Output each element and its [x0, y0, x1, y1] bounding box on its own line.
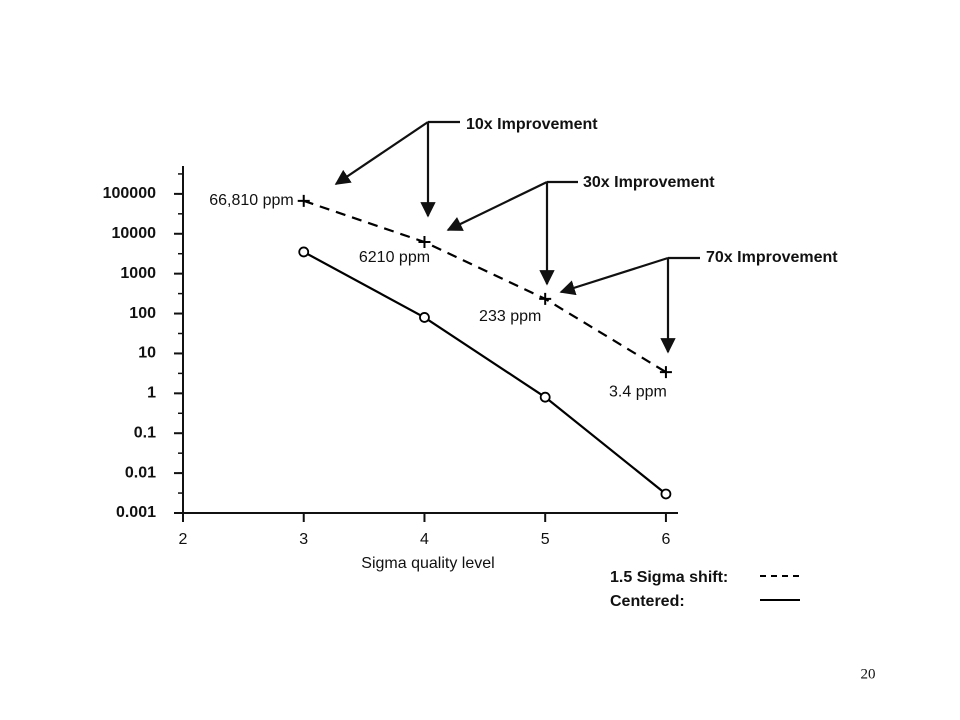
y-tick-label: 1: [147, 385, 156, 402]
page-number: 20: [861, 666, 876, 682]
y-tick-label: 100: [129, 305, 156, 322]
data-label: 66,810 ppm: [209, 192, 294, 209]
legend-label: Centered:: [610, 593, 685, 610]
legend-label: 1.5 Sigma shift:: [610, 569, 728, 586]
y-tick-label: 10000: [112, 225, 157, 242]
annotation: 70x Improvement: [706, 249, 838, 266]
x-tick-label: 2: [179, 531, 188, 548]
y-tick-label: 0.001: [116, 504, 156, 521]
y-tick-label: 10: [138, 345, 156, 362]
annotation: 30x Improvement: [583, 174, 715, 191]
x-tick-label: 5: [541, 531, 550, 548]
series-line: [303, 250, 667, 495]
arrow: [559, 256, 669, 296]
point: [419, 312, 430, 323]
point: [659, 366, 672, 379]
data-label: 6210 ppm: [359, 249, 430, 266]
y-tick-label: 100000: [103, 185, 156, 202]
x-tick-label: 4: [420, 531, 429, 548]
point: [297, 194, 310, 207]
point: [298, 246, 310, 258]
x-tick-label: 6: [661, 531, 670, 548]
annotation: 10x Improvement: [466, 116, 598, 133]
y-tick-label: 1000: [120, 265, 156, 282]
point: [660, 488, 672, 500]
data-label: 233 ppm: [479, 308, 541, 325]
x-tick-label: 3: [299, 531, 308, 548]
arrow: [446, 181, 548, 231]
data-label: 3.4 ppm: [609, 383, 667, 400]
x-axis-label: Sigma quality level: [361, 555, 494, 572]
annotation-arrows: [334, 120, 700, 354]
arrow: [334, 121, 429, 185]
point: [539, 292, 552, 305]
point: [539, 391, 551, 403]
series-line: [303, 199, 667, 374]
y-tick-label: 0.01: [125, 464, 156, 481]
y-tick-label: 0.1: [134, 424, 156, 441]
point: [418, 236, 431, 249]
